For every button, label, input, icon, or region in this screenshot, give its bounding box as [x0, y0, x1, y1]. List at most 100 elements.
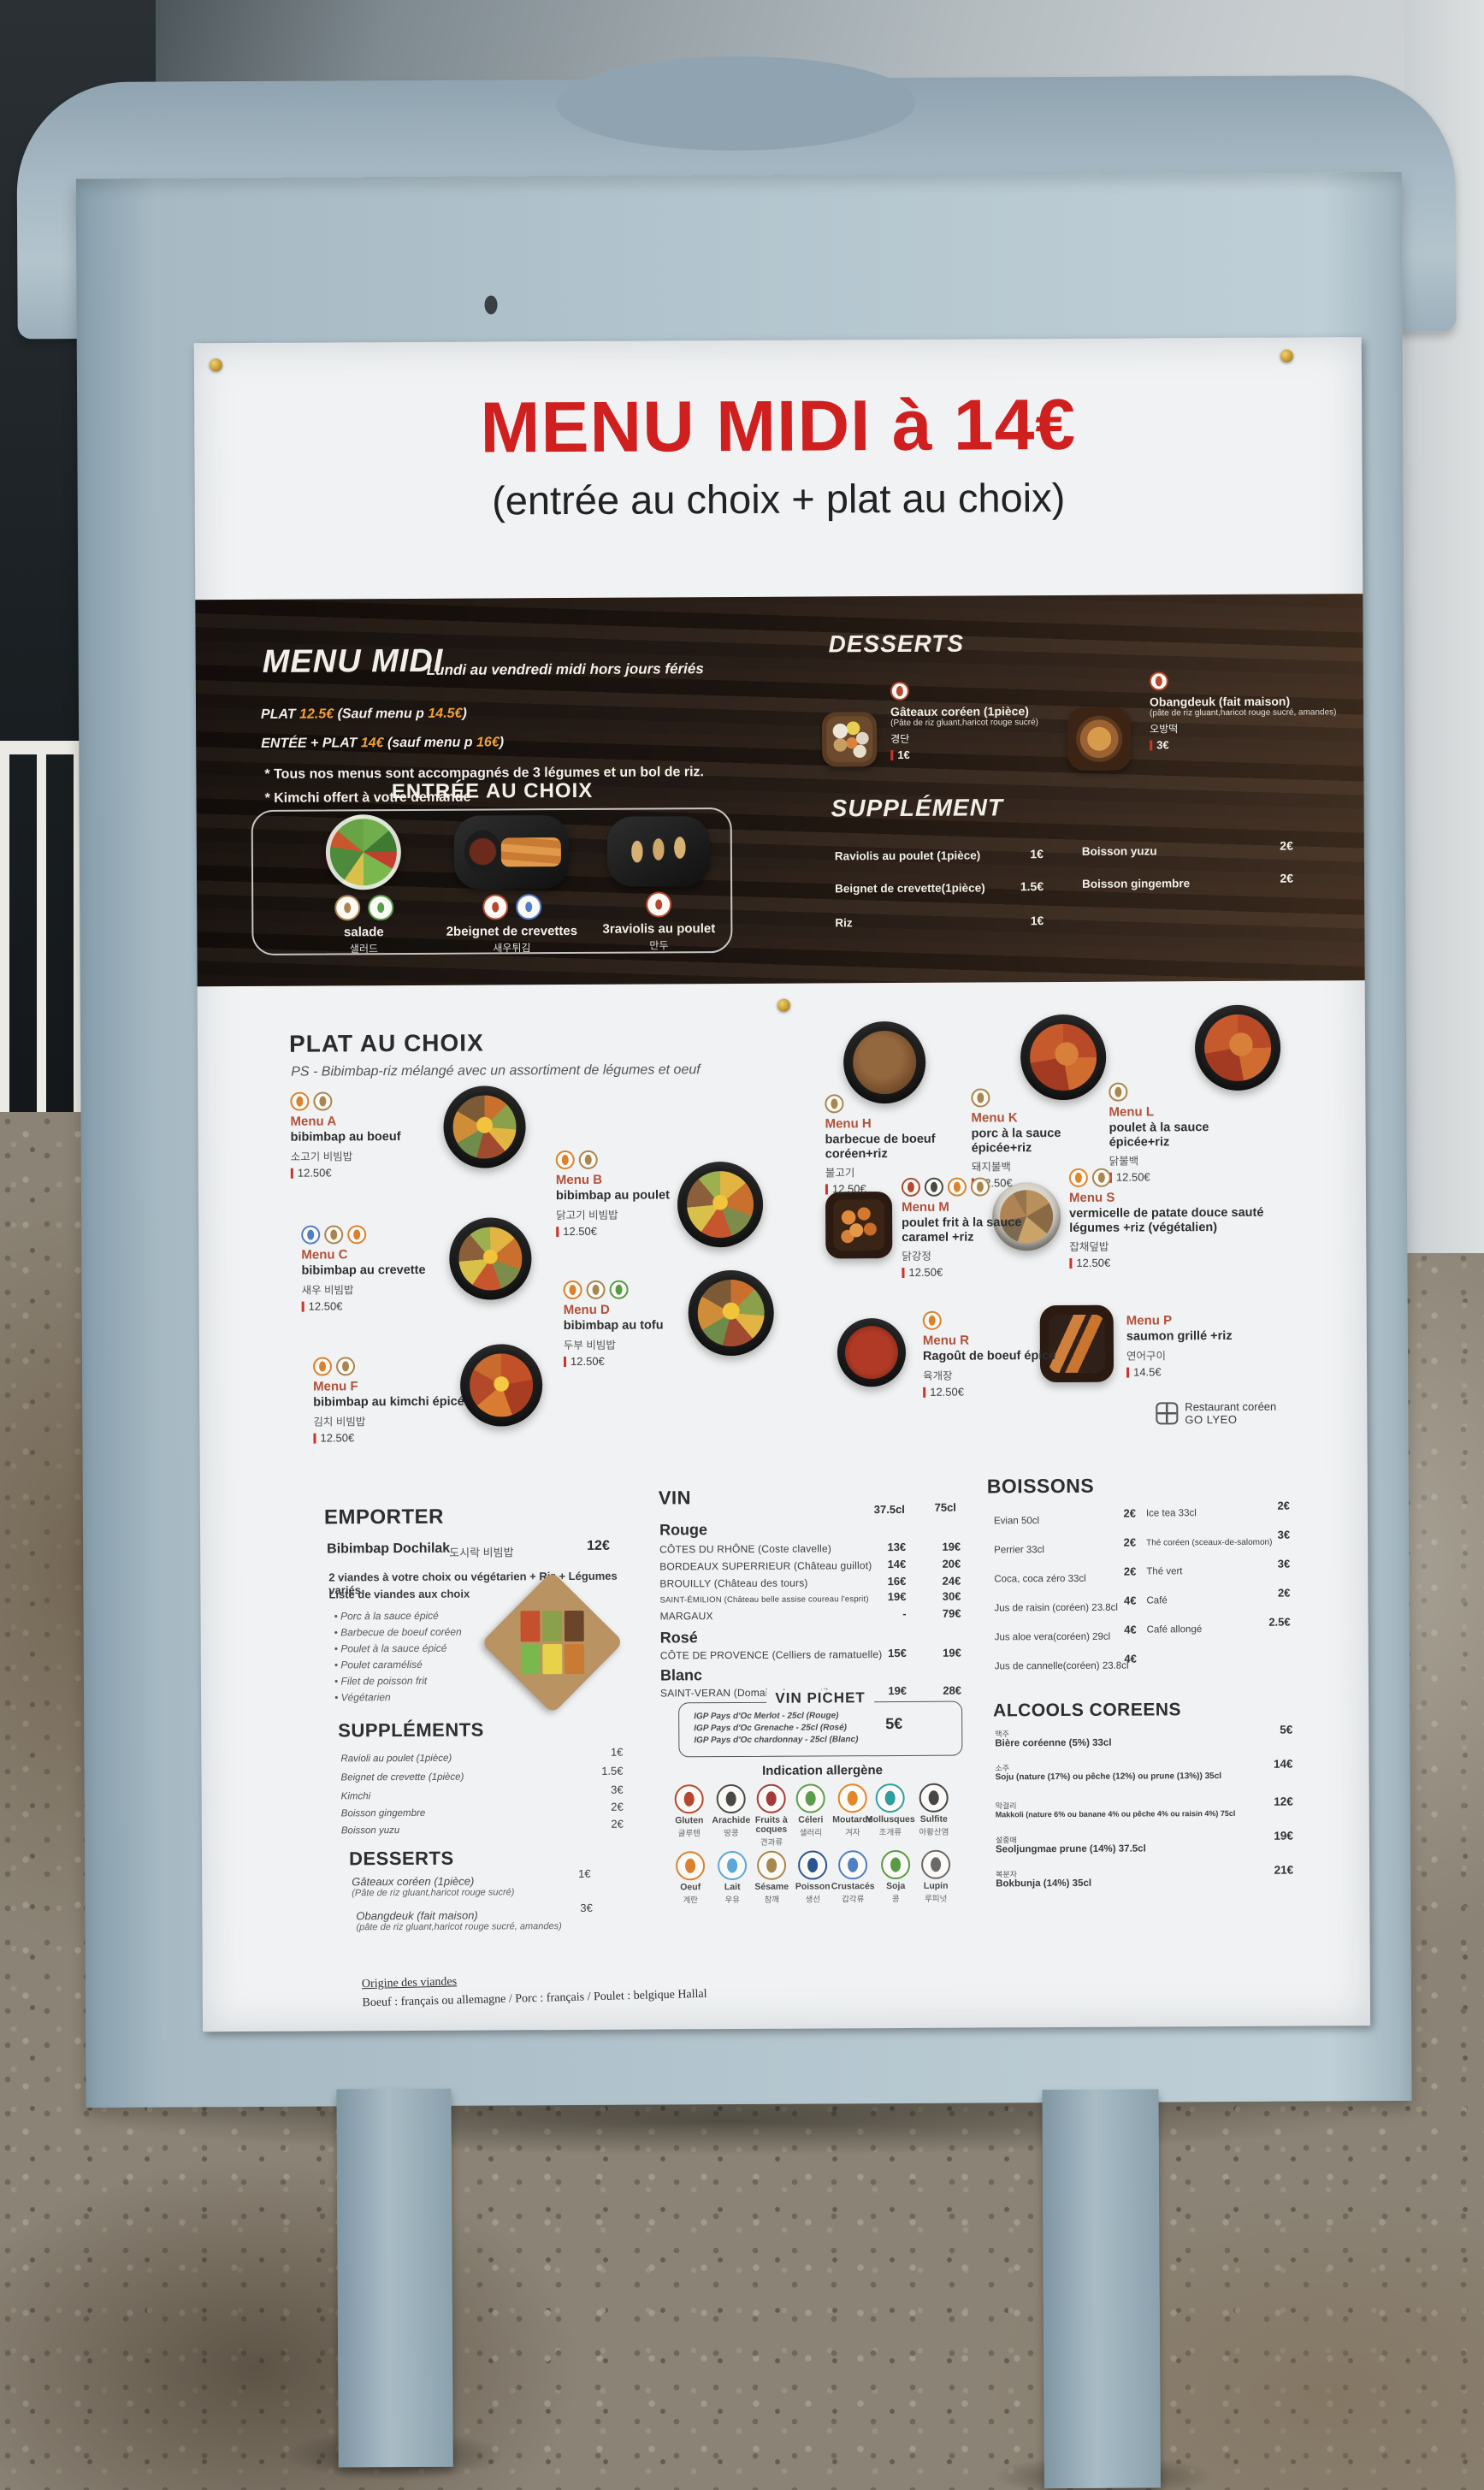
- wine-row: MARGAUX -79€: [659, 1606, 961, 1623]
- menu-name-korean: 김치 비빔밥: [313, 1415, 366, 1428]
- plat-item-menu-p: Menu P saumon grillé +riz 연어구이 14.5€: [1126, 1313, 1280, 1378]
- plat-item-menu-d: Menu D bibimbap au tofu 두부 비빔밥 12.50€: [563, 1280, 689, 1368]
- pin-icon: [209, 358, 222, 372]
- menu-price: 12.50€: [291, 1165, 496, 1179]
- menu-tag: Menu S: [1068, 1190, 1115, 1205]
- entree-plat-label: ENTÉE + PLAT: [261, 736, 358, 751]
- restaurant-logo: Restaurant coréen GO LYEO: [1156, 1400, 1276, 1427]
- menu-price: 14.5€: [1126, 1364, 1280, 1378]
- menu-name: vermicelle de patate douce sauté légumes…: [1069, 1205, 1264, 1235]
- emporter-item-price: 12€: [587, 1538, 610, 1553]
- menu-name: barbecue de boeuf coréen+riz: [825, 1132, 936, 1161]
- peanut-allergen-icon: [924, 1177, 943, 1197]
- crustacean-allergen-icon: [515, 894, 541, 920]
- emporter-bullet: • Végétarien: [334, 1691, 391, 1704]
- menu-name: bibimbap au boeuf: [290, 1130, 401, 1144]
- emporter-bullet: • Poulet caramélisé: [334, 1658, 423, 1671]
- plat-item-menu-r: Menu R Ragoût de boeuf épicé 육개장 12.50€: [922, 1310, 1112, 1399]
- pin-icon: [777, 998, 790, 1012]
- soy-allergen-icon: [609, 1280, 629, 1299]
- vin-blanc-label: Blanc: [659, 1666, 703, 1684]
- alcohol-row: 소주 Soju (nature (17%) ou pêche (12%) ou p…: [995, 1757, 1293, 1783]
- egg-allergen-icon: [347, 1225, 367, 1245]
- supplement-price: 2€: [1280, 838, 1293, 853]
- dessert-price: 3€: [1150, 737, 1363, 751]
- supplement-row: Boisson gingembre 2€: [340, 1800, 624, 1819]
- plat-item-menu-b: Menu B bibimbap au poulet 닭고기 비빔밥 12.50€: [555, 1150, 685, 1238]
- egg-allergen-icon: [563, 1280, 582, 1300]
- entree-name-korean: 새우튀김: [493, 942, 531, 955]
- shrimp-tempura-photo: [453, 815, 570, 890]
- bibimbap-shrimp-photo: [449, 1217, 532, 1300]
- plat-label: PLAT: [260, 707, 296, 722]
- drink-row: Jus de cannelle(coréen) 23.8cl 4€: [994, 1652, 1137, 1672]
- gluten-allergen-icon: [901, 1177, 920, 1197]
- supplement-item: Beignet de crevette(1pièce): [835, 881, 985, 896]
- menu-title: MENU MIDI à 14€: [480, 383, 1077, 468]
- egg-allergen-icon: [676, 1851, 706, 1881]
- gluten-allergen-icon: [890, 681, 909, 701]
- board-leg-left: [336, 2088, 453, 2468]
- celery-allergen-icon: [367, 895, 393, 921]
- band-hours: Lundi au vendredi midi hors jours fériés: [426, 660, 704, 678]
- pichet-price: 5€: [885, 1714, 903, 1733]
- dessert-name: Obangdeuk (fait maison): [1149, 694, 1291, 709]
- drink-row: Evian 50cl 2€: [993, 1506, 1136, 1527]
- allergen-lupin: Lupin 루피넛: [906, 1849, 966, 1904]
- egg-allergen-icon: [290, 1091, 310, 1111]
- menu-price: 12.50€: [302, 1298, 456, 1312]
- bibimbap-chicken-photo: [677, 1161, 764, 1248]
- menu-tag: Menu D: [563, 1302, 610, 1318]
- drink-row: Thé coréen (sceaux-de-salomon) 3€: [1146, 1528, 1291, 1548]
- sesame-allergen-icon: [324, 1225, 344, 1245]
- celery-allergen-icon: [795, 1783, 825, 1813]
- supplement-item: Boisson gingembre: [1082, 877, 1191, 890]
- menu-name: bibimbap au crevette: [301, 1263, 426, 1278]
- dessert-desc: (pâte de riz gluant,haricot rouge sucré,…: [1150, 707, 1337, 719]
- menu-name-korean: 소고기 비빔밥: [290, 1150, 353, 1163]
- menu-price: 12.50€: [313, 1430, 501, 1444]
- emporter-bullet: • Porc à la sauce épicé: [334, 1609, 439, 1623]
- menu-name: bibimbap au poulet: [555, 1188, 670, 1204]
- menu-name-korean: 육개장: [923, 1369, 953, 1382]
- emporter-bullet: • Filet de poisson frit: [334, 1674, 428, 1688]
- gluten-allergen-icon: [646, 891, 672, 918]
- supplement-item: Riz: [835, 916, 853, 930]
- emporter-title: EMPORTER: [323, 1505, 445, 1529]
- supplements-title: SUPPLÉMENTS: [338, 1718, 484, 1742]
- wine-row: CÔTES DU RHÔNE (Coste clavelle) 13€ 19€: [659, 1540, 961, 1556]
- sulfite-allergen-icon: [919, 1783, 949, 1813]
- entree-name: 2beignet de crevettes: [446, 923, 578, 939]
- band-title: MENU MIDI: [262, 642, 444, 680]
- dessert-price: 3€: [580, 1901, 593, 1914]
- supplement-item: Boisson yuzu: [1081, 844, 1157, 858]
- meat-origin-note: Origine des viandes Boeuf : français ou …: [362, 1969, 707, 2011]
- alcohol-row: 맥주 Bière coréenne (5%) 33cl 5€: [995, 1723, 1293, 1749]
- menu-name: saumon grillé +riz: [1126, 1328, 1233, 1344]
- menu-tag: Menu M: [902, 1199, 949, 1215]
- entree-name: salade: [343, 925, 384, 940]
- emporter-item-korean: 도시락 비빔밥: [449, 1546, 514, 1559]
- emporter-item-name: Bibimbap Dochilak: [327, 1541, 451, 1557]
- menu-name-korean: 연어구이: [1126, 1349, 1167, 1363]
- menu-name: poulet à la sauce épicée+riz: [1109, 1121, 1209, 1150]
- sesame-allergen-icon: [971, 1088, 990, 1108]
- obangdeuk-photo: [1067, 707, 1132, 771]
- menu-tag: Menu F: [313, 1379, 358, 1394]
- supplement-row: Beignet de crevette (1pièce) 1.5€: [340, 1764, 624, 1783]
- supplement-price: 1€: [1030, 914, 1044, 928]
- entree-name-korean: 만두: [649, 939, 669, 952]
- menu-tag: Menu A: [290, 1114, 337, 1129]
- sesame-allergen-icon: [335, 1357, 356, 1376]
- supplement-title: SUPPLÉMENT: [831, 794, 1004, 822]
- entree-plat-note-price: 16€: [476, 735, 500, 750]
- alcohol-row: 막걸리 Makkoli (nature 6% ou banane 4% ou pê…: [995, 1795, 1293, 1819]
- beef-stew-photo: [837, 1317, 907, 1387]
- menu-name: bibimbap au tofu: [563, 1318, 664, 1334]
- dessert-row: Gâteaux coréen (1pièce) (Pâte de riz glu…: [352, 1874, 515, 1899]
- menu-name-korean: 두부 비빔밥: [563, 1339, 616, 1351]
- menu-subtitle: (entrée au choix + plat au choix): [492, 474, 1066, 523]
- entree-salade: salade 샐러드: [287, 814, 441, 956]
- plat-item-menu-s: Menu S vermicelle de patate douce sauté …: [1068, 1168, 1284, 1269]
